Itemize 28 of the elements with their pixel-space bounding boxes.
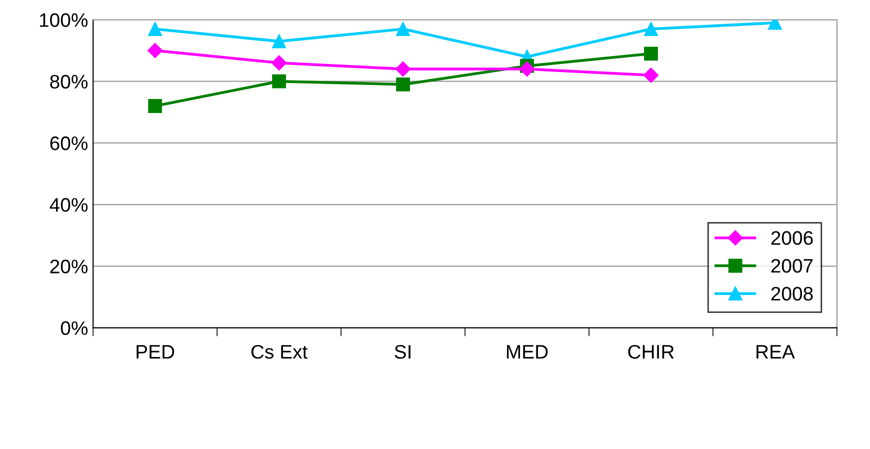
y-tick-label: 100%	[40, 13, 88, 27]
point	[148, 22, 162, 36]
legend-label: 2006	[771, 231, 813, 245]
point	[644, 22, 658, 36]
point	[272, 74, 286, 88]
x-tick-label: SI	[394, 344, 410, 359]
point	[644, 46, 658, 61]
point	[148, 42, 163, 58]
point	[271, 55, 287, 70]
x-tick-label: CHIR	[628, 344, 674, 359]
x-tick-label: PED	[136, 345, 174, 359]
y-tick-label: 40%	[50, 198, 88, 212]
point	[272, 34, 286, 48]
point	[643, 68, 659, 83]
point	[396, 77, 410, 92]
y-tick-label: 0%	[60, 321, 88, 336]
y-tick-label: 20%	[50, 260, 88, 274]
x-tick-label: Cs Ext	[251, 344, 308, 359]
legend-label: 2008	[771, 286, 813, 301]
point	[148, 99, 162, 113]
x-tick-label: MED	[506, 345, 548, 359]
y-tick-label: 80%	[50, 74, 88, 89]
point	[519, 61, 535, 77]
legend-label: 2007	[771, 258, 813, 273]
x-tick-label: REA	[756, 345, 795, 359]
y-tick-label: 60%	[50, 136, 88, 150]
point	[395, 61, 411, 77]
point	[396, 22, 410, 36]
